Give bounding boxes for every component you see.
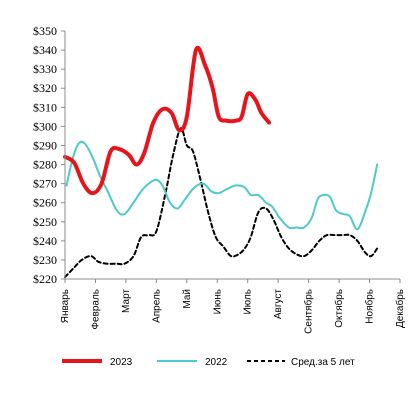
y-tick-label: $330 <box>33 62 57 76</box>
x-tick-label: Декабрь <box>394 289 406 328</box>
y-tick-label: $240 <box>33 234 57 248</box>
legend-label: Сред.за 5 лет <box>291 357 355 368</box>
x-tick-label: Февраль <box>90 289 101 330</box>
x-tick-label: Ноябрь <box>364 289 376 324</box>
x-tick-label: Август <box>273 289 284 320</box>
y-tick-label: $290 <box>33 138 57 152</box>
y-tick-label: $230 <box>33 253 57 267</box>
x-tick-label: Апрель <box>151 289 162 323</box>
series-line-2023 <box>63 45 272 196</box>
x-tick-label: Июль <box>243 289 254 315</box>
y-tick-label: $310 <box>33 100 57 114</box>
legend-label: 2023 <box>110 357 133 368</box>
y-tick-label: $340 <box>33 43 57 57</box>
x-tick-label: Июнь <box>212 289 223 314</box>
y-tick-label: $220 <box>33 272 57 286</box>
x-tick-label: Март <box>121 289 132 313</box>
y-tick-label: $260 <box>33 196 57 210</box>
y-axis-tick-labels: $220 $230 $240 $250 $260 $270 $280 $290 $300 $310… <box>33 24 57 286</box>
y-tick-label: $280 <box>33 158 57 172</box>
y-tick-label: $250 <box>33 215 57 229</box>
series-layer <box>63 45 379 279</box>
y-tick-label: $300 <box>33 119 57 133</box>
x-axis-tick-labels: Январь Февраль Март Апрель Май Июнь Июль Август… <box>60 289 406 334</box>
x-tick-label: Октябрь <box>333 289 345 328</box>
series-line-avg-5y <box>64 127 379 279</box>
x-tick-label: Май <box>182 289 193 309</box>
y-tick-label: $270 <box>33 177 57 191</box>
legend-label: 2022 <box>205 357 228 368</box>
y-tick-label: $350 <box>33 24 57 38</box>
series-line-2022 <box>65 140 379 231</box>
y-tick-label: $320 <box>33 81 57 95</box>
axes-layer <box>61 30 401 283</box>
x-tick-label: Сентябрь <box>303 289 315 334</box>
x-tick-label: Январь <box>60 289 71 323</box>
legend: 2023 2022 Сред.за 5 лет <box>62 357 355 368</box>
